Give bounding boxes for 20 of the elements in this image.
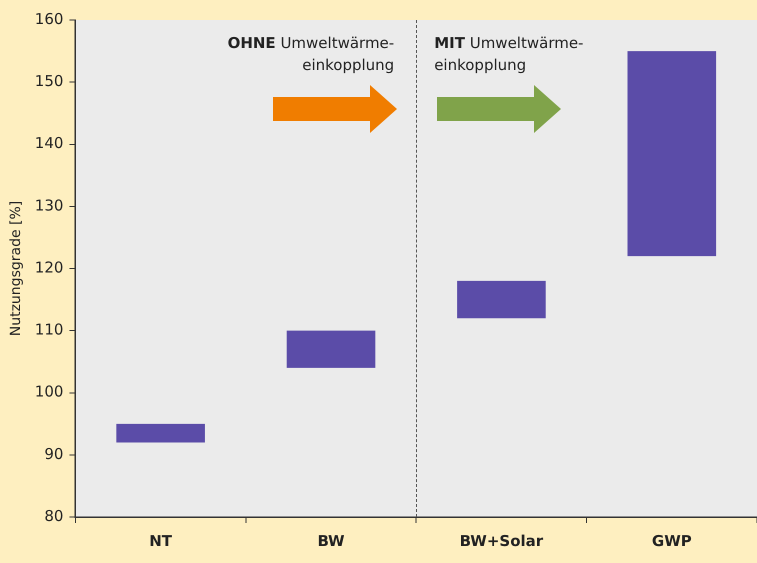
y-tick-label: 130 xyxy=(34,196,64,214)
y-tick-label: 100 xyxy=(34,382,64,401)
x-tick-label: BW xyxy=(317,532,346,550)
y-tick-label: 110 xyxy=(34,320,64,339)
y-tick-label: 160 xyxy=(34,10,64,28)
annotation: OHNE Umweltwärme-einkopplung xyxy=(226,33,394,76)
y-axis-title: Nutzungsgrade [%] xyxy=(8,200,24,336)
y-tick-label: 80 xyxy=(44,506,64,525)
x-tick-label: BW+Solar xyxy=(460,532,544,550)
y-tick-label: 140 xyxy=(34,134,64,152)
x-tick-label: GWP xyxy=(652,532,692,550)
y-tick-label: 150 xyxy=(34,72,64,90)
y-tick-label: 120 xyxy=(34,258,64,276)
x-tick-label: NT xyxy=(149,532,173,550)
annotation: MIT Umweltwärme-einkopplung xyxy=(434,33,584,76)
bar xyxy=(116,424,205,442)
bar xyxy=(628,51,716,256)
y-tick-label: 90 xyxy=(44,444,64,463)
bar xyxy=(457,280,546,318)
bar xyxy=(286,330,376,368)
